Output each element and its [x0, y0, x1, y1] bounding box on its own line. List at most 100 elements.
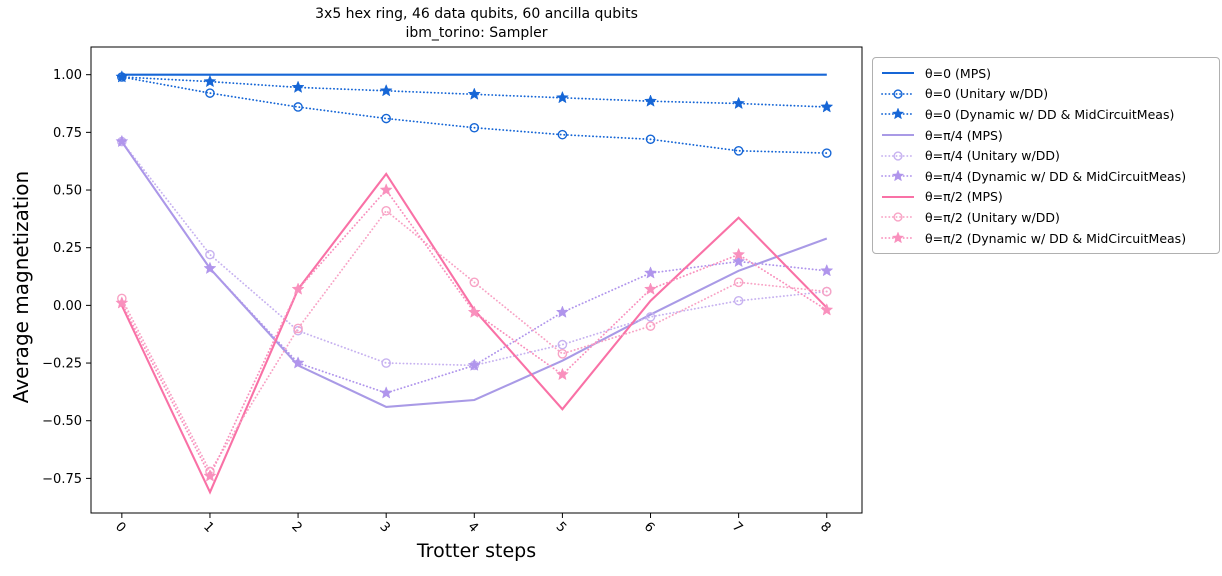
- data-point-circle: [733, 277, 744, 288]
- data-point-star: [115, 70, 129, 83]
- x-axis-label: Trotter steps: [416, 540, 537, 562]
- x-tick-label: 7: [729, 519, 745, 535]
- legend-sample-star-line: [881, 169, 915, 182]
- legend-item: θ=π/4 (Dynamic w/ DD & MidCircuitMeas): [880, 166, 1213, 187]
- data-point-star: [379, 183, 393, 196]
- series-line: [120, 140, 828, 367]
- data-point-star: [467, 358, 481, 371]
- data-point-star: [891, 107, 905, 120]
- x-tick-label: 8: [817, 519, 833, 535]
- data-point-circle: [733, 146, 744, 156]
- data-point-star: [115, 296, 129, 309]
- data-point-star: [467, 87, 481, 100]
- data-point-star: [203, 261, 217, 275]
- legend-sample-circle-line: [881, 89, 915, 99]
- legend-item-label: θ=0 (Dynamic w/ DD & MidCircuitMeas): [925, 106, 1175, 122]
- chart-title-line2: ibm_torino: Sampler: [405, 25, 548, 41]
- series-line: [120, 140, 828, 394]
- legend: θ=0 (MPS) θ=0 (Unitary w/DD) θ=0 (Dynamic …: [872, 57, 1220, 255]
- data-point-circle: [557, 349, 568, 359]
- data-point-star: [820, 263, 834, 277]
- x-tick-label: 4: [465, 519, 481, 535]
- legend-sample-star-line: [881, 231, 915, 244]
- data-point-circle: [893, 89, 903, 99]
- data-point-star: [643, 266, 658, 279]
- legend-item: θ=π/4 (MPS): [880, 125, 1213, 146]
- x-axis: 0 1 2 3 4 5 6 7 8: [112, 513, 833, 536]
- data-point-star: [379, 83, 393, 97]
- data-point-circle: [557, 129, 568, 140]
- y-axis: 1.00 0.75 0.50 0.25 0.00 −0.25 −0.50 −0.75: [42, 68, 91, 487]
- y-tick-label: 0.50: [53, 184, 82, 199]
- data-point-circle: [469, 122, 480, 133]
- data-point-circle: [821, 286, 832, 297]
- data-point-star: [203, 74, 217, 88]
- y-tick-label: 0.25: [53, 241, 82, 256]
- x-tick-label: 5: [553, 519, 569, 535]
- y-tick-label: 0.00: [53, 299, 82, 314]
- series-8: [115, 183, 834, 482]
- x-tick-label: 3: [376, 519, 392, 535]
- data-point-circle: [557, 339, 568, 350]
- data-point-circle: [293, 323, 303, 334]
- data-point-star: [291, 80, 305, 93]
- legend-item: θ=0 (Dynamic w/ DD & MidCircuitMeas): [880, 104, 1213, 125]
- legend-item-label: θ=π/4 (MPS): [925, 127, 1003, 143]
- legend-item: θ=π/2 (MPS): [880, 187, 1213, 208]
- data-point-circle: [733, 295, 744, 306]
- y-tick-label: 0.75: [53, 126, 82, 141]
- x-tick-label: 1: [200, 519, 216, 535]
- x-tick-label: 2: [288, 519, 304, 535]
- y-tick-label: −0.75: [42, 472, 82, 487]
- data-point-star: [555, 90, 569, 104]
- series-2: [115, 70, 834, 113]
- chart-title: 3x5 hex ring, 46 data qubits, 60 ancilla…: [91, 5, 862, 43]
- data-point-circle: [821, 148, 832, 158]
- data-point-circle: [645, 312, 656, 322]
- y-tick-label: 1.00: [53, 68, 82, 83]
- legend-item: θ=π/2 (Dynamic w/ DD & MidCircuitMeas): [880, 228, 1213, 249]
- series-line: [120, 209, 828, 474]
- data-point-star: [891, 169, 905, 182]
- legend-sample-star-line: [881, 107, 915, 120]
- legend-item-label: θ=0 (Unitary w/DD): [925, 86, 1049, 102]
- data-point-star: [732, 96, 746, 110]
- legend-item-label: θ=π/2 (Dynamic w/ DD & MidCircuitMeas): [925, 230, 1187, 246]
- data-point-star: [643, 94, 658, 107]
- legend-sample-line: [882, 195, 914, 198]
- data-point-star: [291, 282, 305, 295]
- legend-item: θ=π/2 (Unitary w/DD): [880, 207, 1213, 228]
- data-point-star: [291, 356, 305, 369]
- data-point-star: [820, 303, 834, 316]
- data-point-star: [555, 305, 569, 318]
- legend-sample-circle-line: [881, 212, 915, 223]
- legend-item-label: θ=π/4 (Unitary w/DD): [925, 148, 1060, 164]
- data-point-circle: [645, 321, 656, 331]
- series-7: [117, 205, 832, 477]
- data-point-circle: [469, 277, 480, 288]
- legend-item-label: θ=π/4 (Dynamic w/ DD & MidCircuitMeas): [925, 168, 1187, 184]
- legend-item: θ=0 (Unitary w/DD): [880, 84, 1213, 105]
- series-1: [117, 72, 832, 158]
- series-line: [120, 76, 828, 155]
- data-point-circle: [293, 102, 303, 112]
- data-point-star: [820, 100, 834, 113]
- x-tick-label: 6: [641, 519, 657, 535]
- data-point-circle: [205, 249, 215, 260]
- data-point-circle: [645, 134, 656, 145]
- y-tick-label: −0.25: [42, 357, 82, 372]
- legend-sample-line: [882, 72, 914, 75]
- data-point-star: [203, 469, 217, 482]
- data-point-star: [115, 134, 129, 148]
- data-point-circle: [893, 151, 903, 161]
- x-tick-label: 0: [112, 519, 128, 535]
- legend-item: θ=0 (MPS): [880, 63, 1213, 84]
- data-point-star: [379, 386, 393, 399]
- legend-sample-line: [882, 134, 914, 137]
- legend-item-label: θ=π/2 (Unitary w/DD): [925, 209, 1060, 225]
- legend-sample-circle-line: [881, 151, 915, 161]
- series-4: [117, 136, 832, 371]
- data-point-circle: [381, 113, 391, 124]
- data-point-circle: [205, 88, 215, 98]
